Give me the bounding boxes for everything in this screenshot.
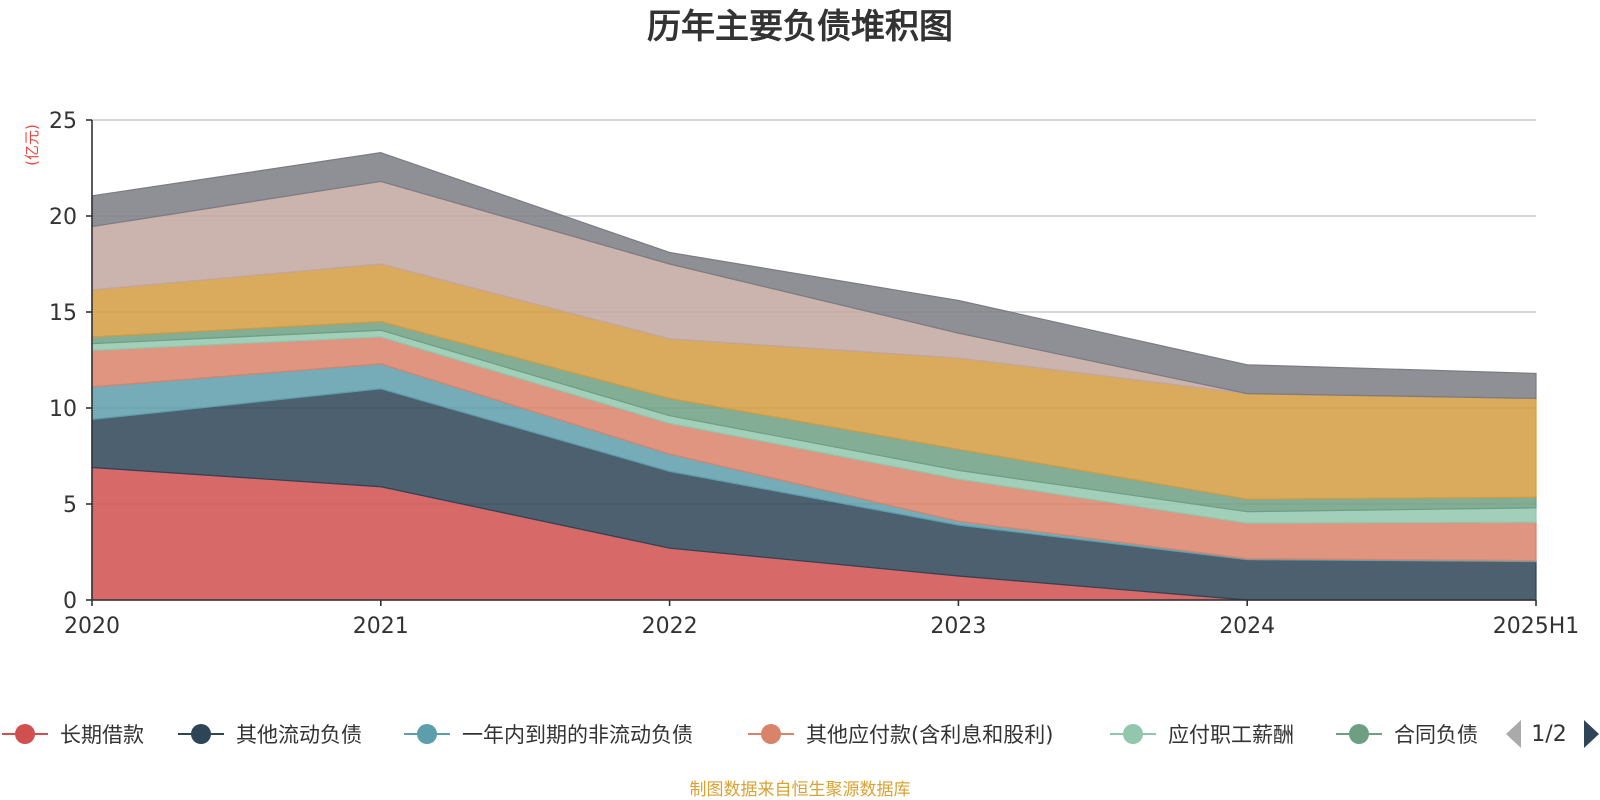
legend-page-indicator: 1/2: [1531, 722, 1566, 747]
legend-item-1[interactable]: 其他流动负债: [178, 723, 362, 747]
chart-title: 历年主要负债堆积图: [647, 7, 953, 47]
legend-item-0[interactable]: 长期借款: [2, 723, 144, 747]
legend-item-2[interactable]: 一年内到期的非流动负债: [404, 723, 693, 747]
legend-circle-marker: [1349, 724, 1369, 744]
legend-label: 合同负债: [1394, 723, 1478, 747]
legend-pager[interactable]: 1/2: [1506, 720, 1599, 748]
y-axis-unit-label: (亿元): [23, 124, 41, 166]
area-series-group: [91, 152, 1537, 601]
legend-item-3[interactable]: 其他应付款(含利息和股利): [748, 723, 1053, 747]
area-series-8[interactable]: [91, 152, 1537, 400]
data-source-note: 制图数据来自恒生聚源数据库: [690, 780, 911, 800]
legend-circle-marker: [417, 724, 437, 744]
legend-label: 应付职工薪酬: [1168, 723, 1294, 747]
legend-circle-marker: [761, 724, 781, 744]
legend-item-5[interactable]: 合同负债: [1336, 723, 1478, 747]
x-tick-label: 2020: [64, 614, 120, 639]
legend-label: 其他流动负债: [236, 723, 362, 747]
legend-circle-marker: [191, 724, 211, 744]
y-tick-label: 20: [49, 205, 77, 230]
legend-circle-marker: [1123, 724, 1143, 744]
legend-label: 其他应付款(含利息和股利): [806, 723, 1053, 747]
legend[interactable]: 长期借款 其他流动负债 一年内到期的非流动负债 其他应付款(含利息和股利) 应付职工薪酬…: [2, 723, 1478, 747]
y-tick-label: 0: [63, 589, 77, 614]
x-tick-label: 2025H1: [1493, 614, 1580, 639]
legend-prev-page-icon[interactable]: [1506, 720, 1521, 748]
legend-item-4[interactable]: 应付职工薪酬: [1110, 723, 1294, 747]
legend-next-page-icon[interactable]: [1584, 720, 1599, 748]
legend-label: 长期借款: [60, 723, 144, 747]
legend-label: 一年内到期的非流动负债: [462, 723, 693, 747]
y-tick-label: 15: [49, 301, 77, 326]
y-tick-label: 10: [49, 397, 77, 422]
y-tick-label: 5: [63, 493, 77, 518]
x-tick-label: 2023: [930, 614, 986, 639]
x-tick-label: 2021: [353, 614, 409, 639]
x-tick-label: 2024: [1219, 614, 1275, 639]
x-tick-label: 2022: [642, 614, 698, 639]
y-tick-label: 25: [49, 109, 77, 134]
axes: 0 5 10 15 20 25 2020 2021 2022 2023 2024 2025H1: [49, 109, 1579, 639]
legend-circle-marker: [15, 724, 35, 744]
